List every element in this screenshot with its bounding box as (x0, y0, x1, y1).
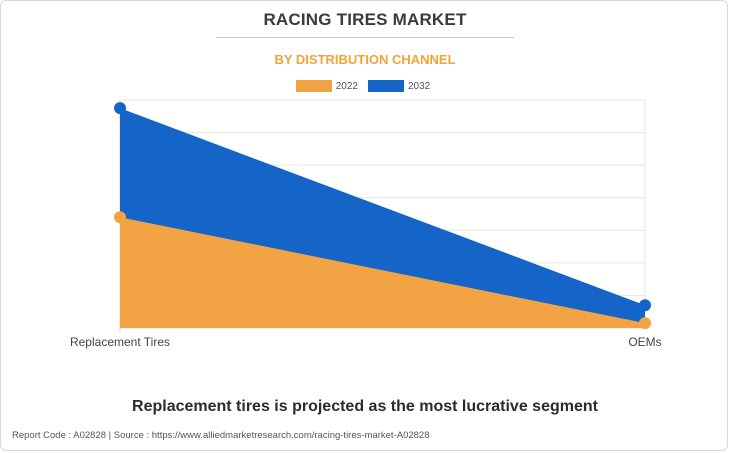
x-tick-label: OEMs (628, 335, 661, 349)
legend-swatch-2022 (295, 80, 332, 92)
legend-item-2032[interactable]: 2032 (368, 80, 430, 92)
data-point-2032-0 (114, 102, 126, 115)
chart-tagline: Replacement tires is projected as the mo… (132, 398, 598, 415)
chart-title: RACING TIRES MARKET (263, 10, 467, 29)
report-footer: Report Code : A02828 | Source : https://… (12, 430, 430, 441)
area-series-2022 (120, 217, 645, 328)
x-tick-label: Replacement Tires (70, 335, 170, 349)
legend-label-2022: 2022 (335, 80, 358, 92)
data-point-2032-1 (639, 299, 651, 312)
legend-item-2022[interactable]: 2022 (295, 80, 358, 92)
chart-subtitle: BY DISTRIBUTION CHANNEL (274, 52, 456, 67)
title-divider (216, 37, 514, 38)
legend: 2022 2032 (0, 80, 730, 92)
legend-label-2032: 2032 (408, 80, 431, 92)
legend-swatch-2032 (368, 80, 404, 92)
data-point-2022-1 (639, 317, 651, 330)
data-point-2022-0 (114, 211, 126, 224)
